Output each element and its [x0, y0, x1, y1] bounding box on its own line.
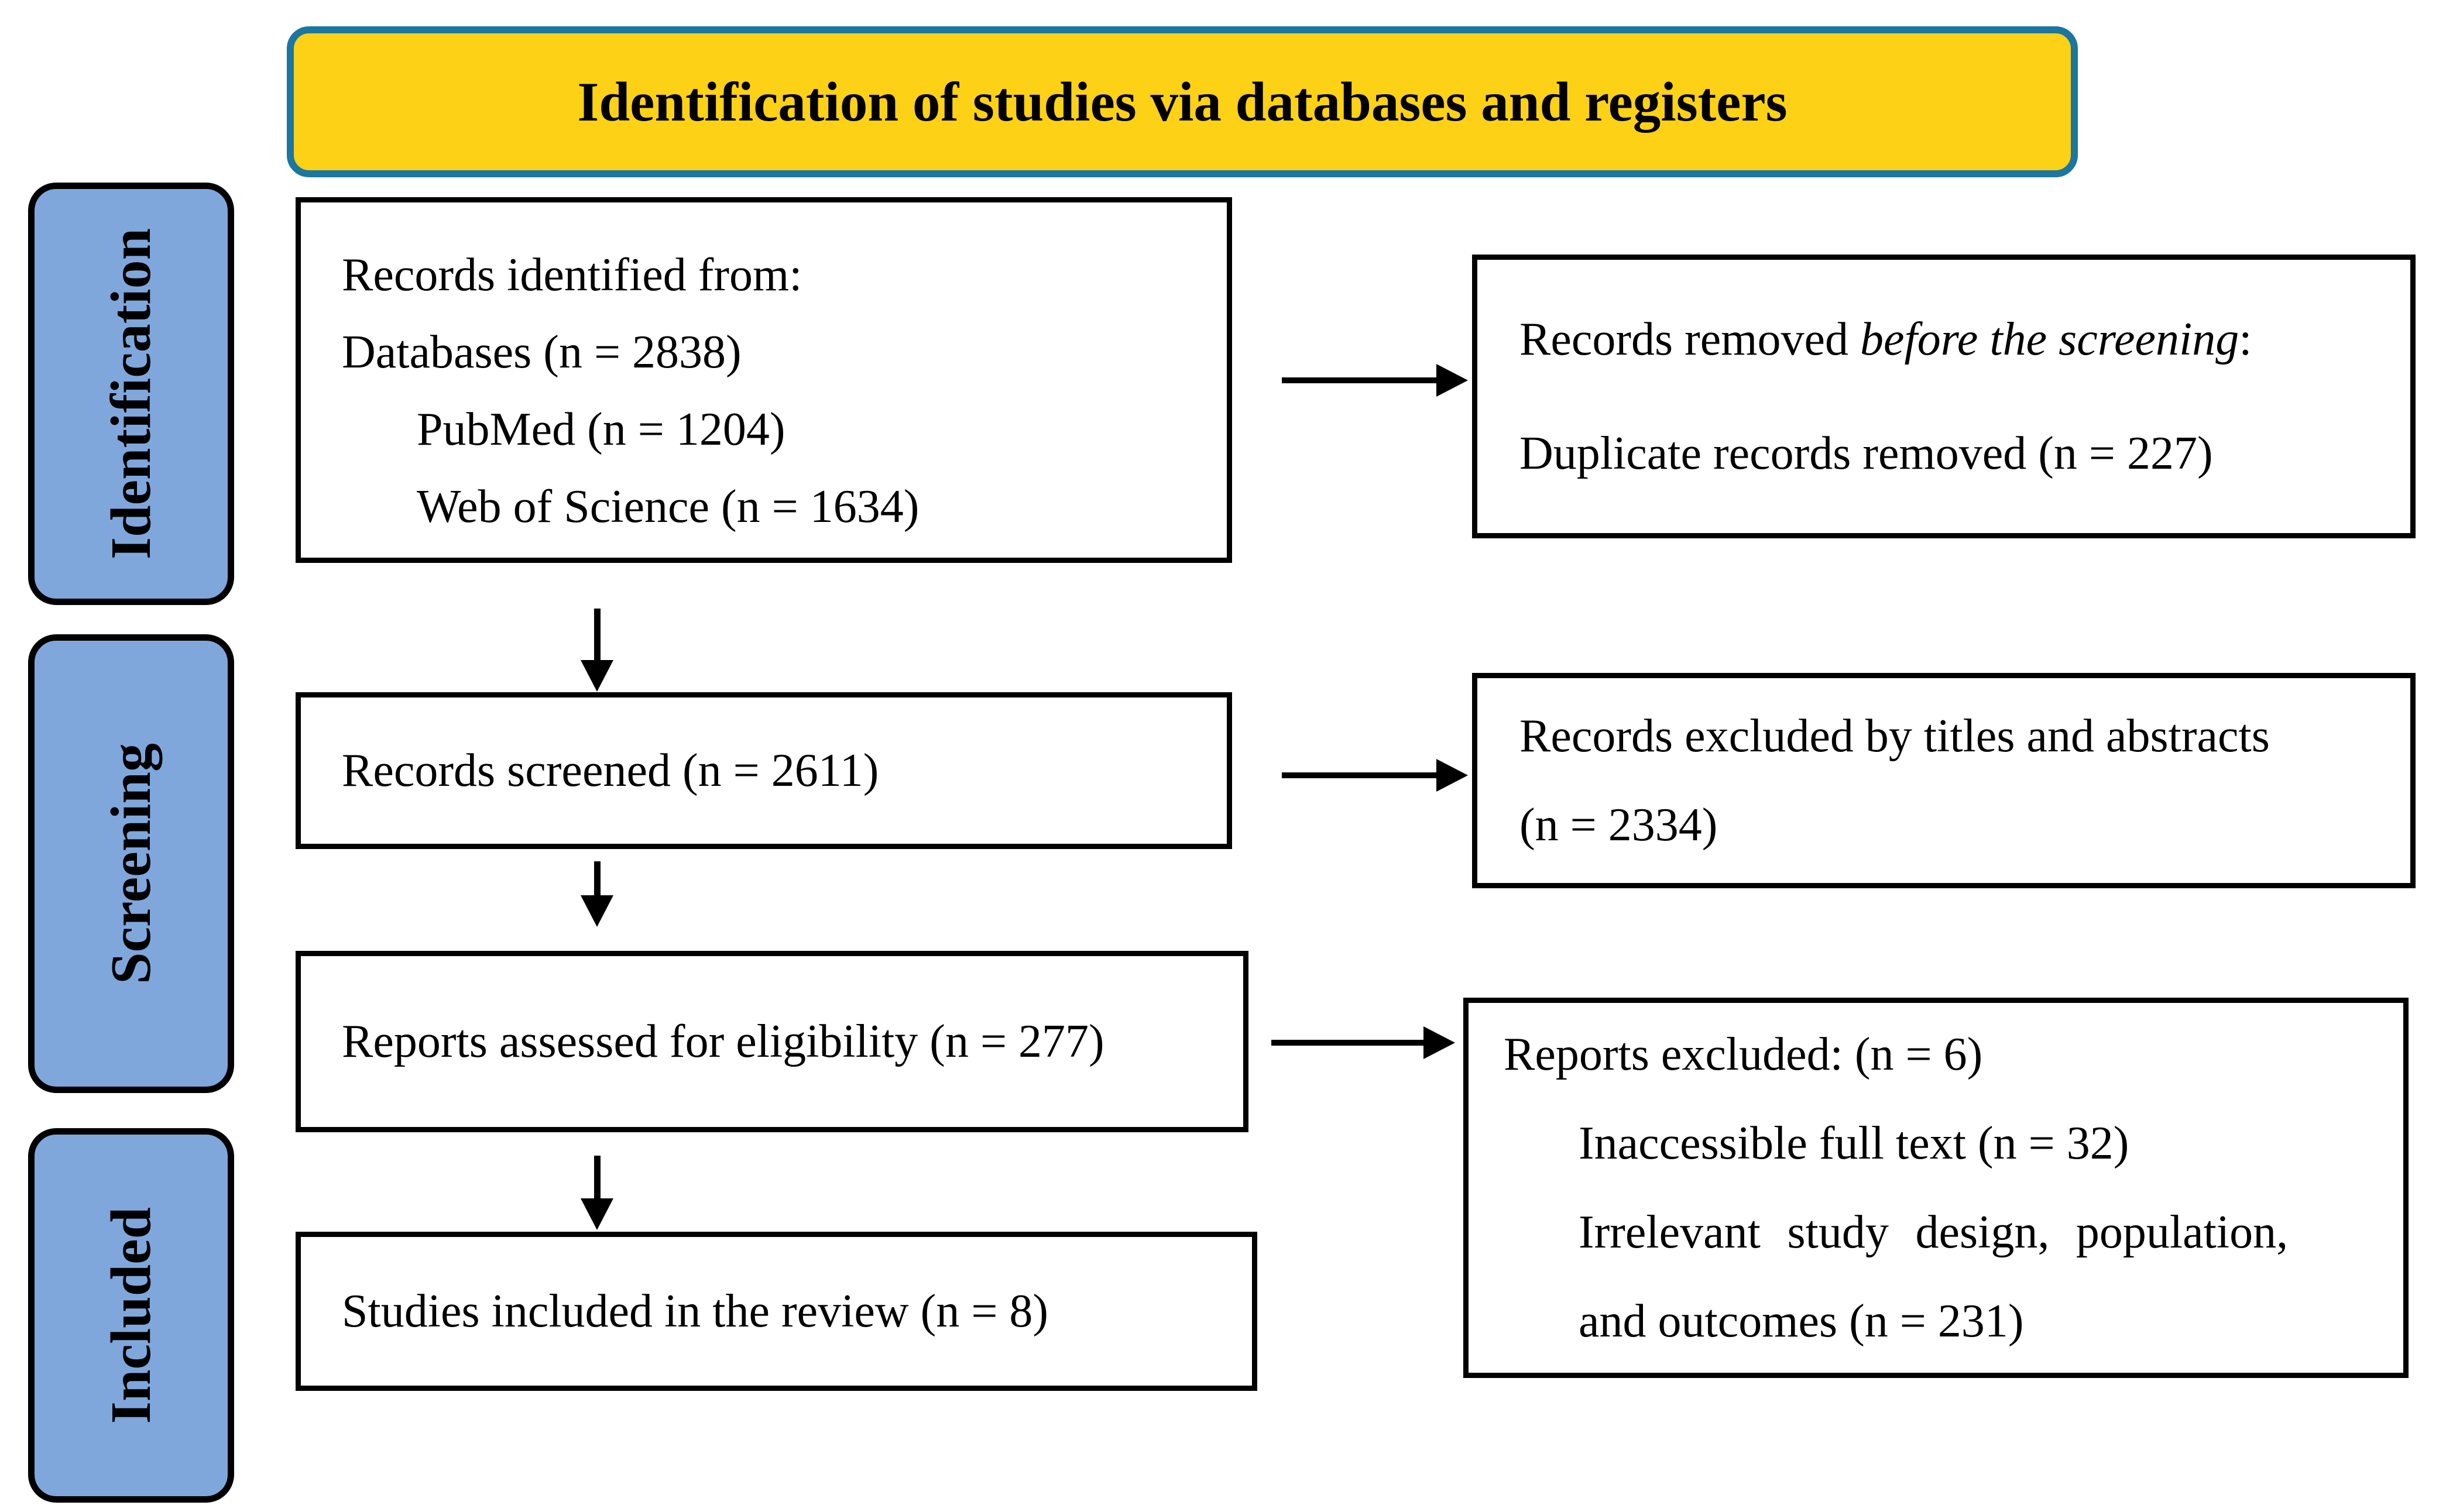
stage-screening-label: Screening	[100, 743, 163, 984]
records-identified-line: Records identified from:	[342, 249, 802, 301]
box-records-identified: Records identified from: Databases (n = …	[296, 197, 1232, 563]
arrow-assessed-to-reports-excluded-head	[1423, 1026, 1455, 1059]
arrow-assessed-to-included-shaft	[594, 1156, 601, 1200]
stage-identification: Identification	[28, 183, 234, 605]
arrow-screened-to-assessed-shaft	[594, 861, 601, 896]
arrow-assessed-to-reports-excluded-shaft	[1271, 1040, 1425, 1046]
records-screened-line: Records screened (n = 2611)	[342, 745, 879, 796]
box-records-removed-before-screening: Records removed before the screening: Du…	[1472, 255, 2416, 538]
arrow-assessed-to-included-head	[581, 1198, 613, 1230]
outcomes-count-line: and outcomes (n = 231)	[1579, 1295, 2024, 1347]
reports-excluded-line: Reports excluded: (n = 6)	[1504, 1029, 1983, 1080]
pubmed-count-line: PubMed (n = 1204)	[417, 404, 785, 455]
arrow-identified-to-screened-shaft	[594, 609, 601, 661]
duplicates-removed-line: Duplicate records removed (n = 227)	[1519, 427, 2213, 479]
arrow-screened-to-excluded-head	[1436, 759, 1468, 792]
arrow-screened-to-excluded-shaft	[1282, 772, 1438, 778]
title-banner-text: Identification of studies via databases …	[577, 71, 1788, 133]
irrelevant-design-line: Irrelevant study design, population,	[1579, 1207, 2289, 1258]
box-reports-assessed: Reports assessed for eligibility (n = 27…	[296, 951, 1248, 1132]
records-excluded-count-line: (n = 2334)	[1519, 799, 1718, 851]
stage-included: Included	[28, 1128, 234, 1503]
web-of-science-count-line: Web of Science (n = 1634)	[417, 481, 920, 532]
box-records-excluded: Records excluded by titles and abstracts…	[1472, 673, 2416, 888]
stage-included-label: Included	[100, 1207, 163, 1424]
stage-screening: Screening	[28, 634, 234, 1093]
records-removed-suffix: :	[2239, 313, 2252, 365]
inaccessible-fulltext-line: Inaccessible full text (n = 32)	[1579, 1118, 2129, 1169]
reports-assessed-line: Reports assessed for eligibility (n = 27…	[342, 1016, 1104, 1067]
records-removed-prefix: Records removed	[1519, 313, 1861, 365]
arrow-identified-to-screened-head	[581, 660, 613, 692]
box-reports-excluded: Reports excluded: (n = 6) Inaccessible f…	[1463, 998, 2409, 1378]
arrow-identified-to-removed-shaft	[1282, 377, 1438, 383]
box-records-screened: Records screened (n = 2611)	[296, 692, 1232, 849]
stage-identification-label: Identification	[100, 228, 163, 560]
box-studies-included: Studies included in the review (n = 8)	[296, 1232, 1257, 1391]
before-screening-italic: before the screening	[1860, 313, 2239, 365]
records-excluded-line: Records excluded by titles and abstracts	[1519, 710, 2270, 762]
arrow-screened-to-assessed-head	[581, 895, 613, 927]
databases-count-line: Databases (n = 2838)	[342, 327, 742, 378]
records-removed-line: Records removed before the screening:	[1519, 283, 2410, 397]
title-banner: Identification of studies via databases …	[287, 26, 2078, 177]
arrow-identified-to-removed-head	[1436, 364, 1468, 397]
studies-included-line: Studies included in the review (n = 8)	[342, 1286, 1049, 1337]
